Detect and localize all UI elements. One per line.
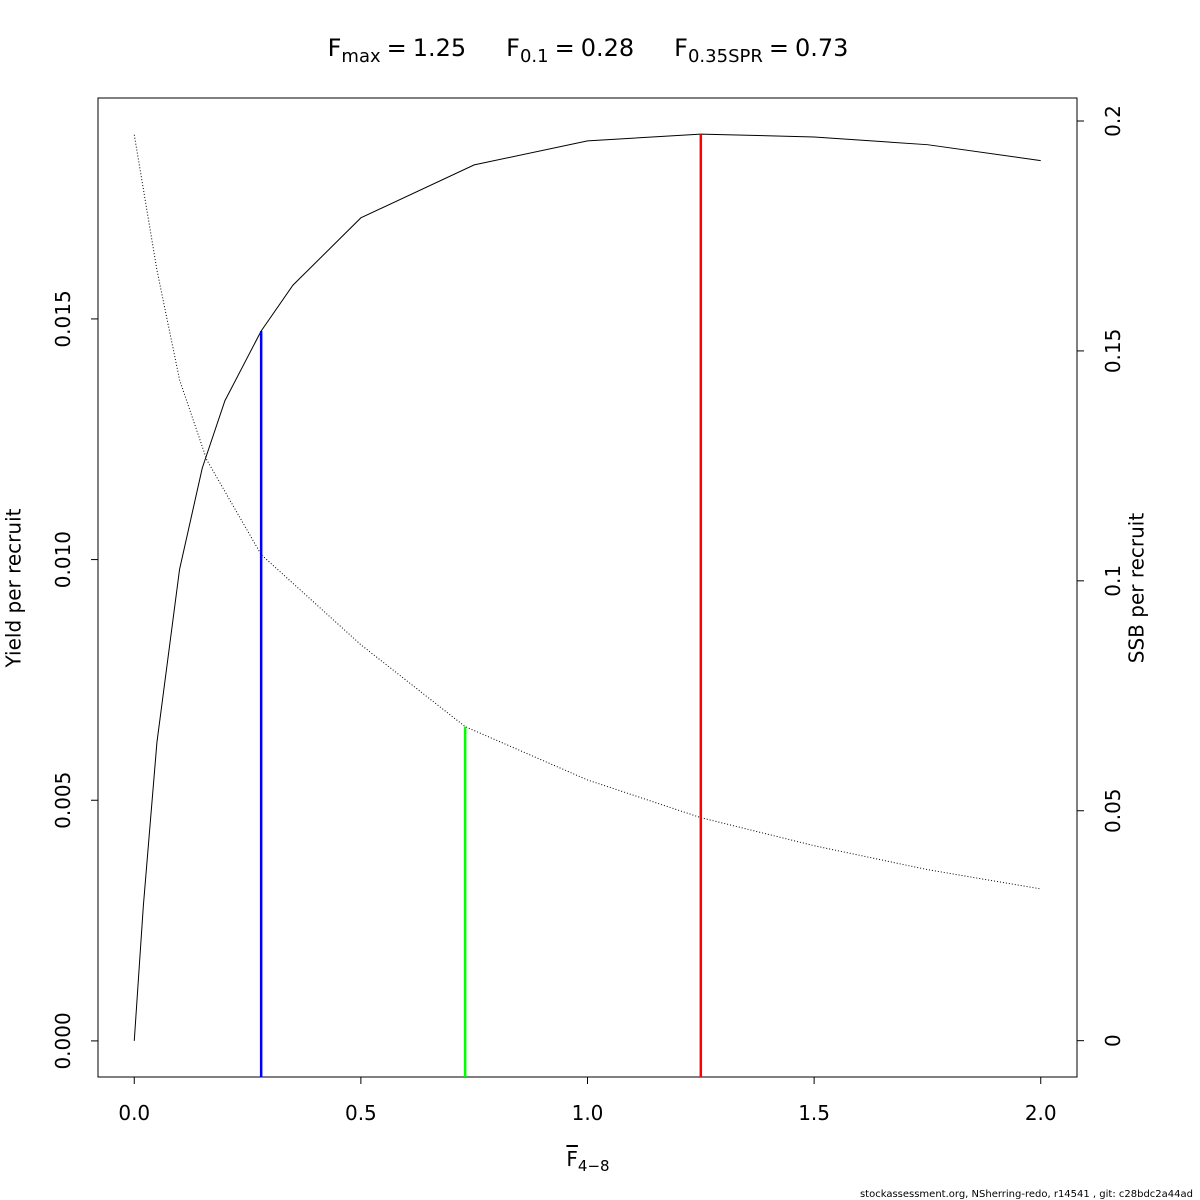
y2-axis-label: SSB per recruit (1125, 513, 1149, 664)
footer: stockassessment.org, NSherring-redo, r14… (860, 1189, 1193, 1200)
x-tick-label: 2.0 (1025, 1101, 1057, 1125)
y-tick-label: 0.005 (51, 772, 75, 829)
y-tick-label: 0.000 (51, 1012, 75, 1069)
title-value: 0.73 (795, 34, 848, 62)
x-tick-label: 1.5 (798, 1101, 830, 1125)
chart-title: Fmax = 1.25 F0.1 = 0.28 F0.35SPR = 0.73 (328, 34, 849, 67)
title-relation: = (387, 34, 407, 62)
title-relation: = (555, 34, 575, 62)
x-tick-label: 0.5 (345, 1101, 377, 1125)
title-symbol: F (506, 34, 520, 62)
y-axis-label: Yield per recruit (2, 508, 26, 668)
y2-tick-label: 0.15 (1101, 329, 1125, 374)
title-symbol: F (674, 34, 688, 62)
series-line (133, 133, 1041, 1041)
title-relation: = (769, 34, 789, 62)
x-label-subscript: 4−8 (578, 1157, 610, 1175)
x-axis-label: F4−8 (566, 1147, 609, 1175)
title-subscript: max (341, 46, 381, 67)
y2-tick-label: 0.2 (1101, 105, 1125, 137)
x-label-symbol: F (566, 1147, 578, 1171)
title-value: 1.25 (413, 34, 466, 62)
y-tick-label: 0.010 (51, 531, 75, 588)
title-subscript: 0.1 (520, 46, 549, 67)
plot-frame (97, 97, 1078, 1078)
title-subscript: 0.35SPR (688, 46, 763, 67)
x-tick-label: 0.0 (118, 1101, 150, 1125)
x-tick-label: 1.0 (572, 1101, 604, 1125)
title-value: 0.28 (581, 34, 634, 62)
title-symbol: F (328, 34, 342, 62)
series-line (133, 134, 1041, 890)
y-tick-label: 0.015 (51, 290, 75, 347)
y2-tick-label: 0.05 (1101, 788, 1125, 833)
y2-tick-label: 0 (1101, 1034, 1125, 1047)
y2-tick-label: 0.1 (1101, 565, 1125, 597)
